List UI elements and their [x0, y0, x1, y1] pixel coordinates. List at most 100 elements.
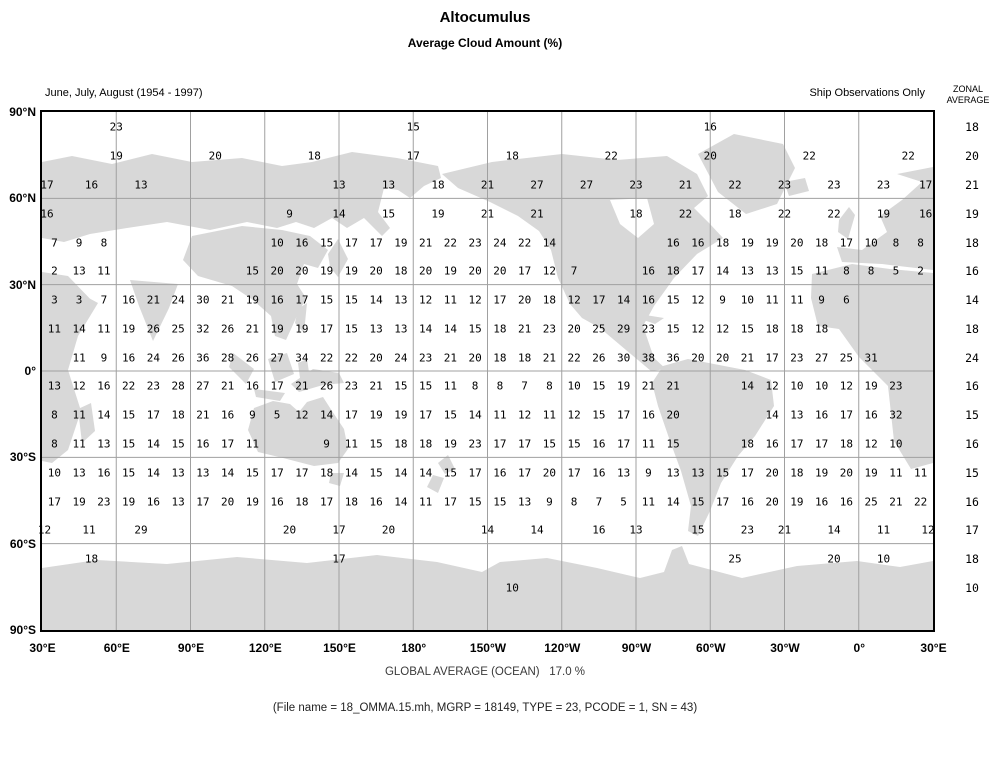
grid-value: 15 — [344, 322, 359, 336]
grid-value: 14 — [542, 236, 557, 249]
grid-value: 10 — [505, 581, 519, 595]
grid-value: 36 — [196, 351, 210, 365]
grid-value: 23 — [344, 379, 359, 393]
grid-value: 25 — [839, 351, 854, 365]
world-map-grid: 23 15 16 19 20 18 17 18 22 20 22 22 17 16 13 13 13 18 21 27… — [38, 110, 935, 632]
grid-value: 11 — [889, 466, 903, 480]
grid-value: 20 — [220, 495, 235, 508]
grid-value: 18 — [765, 322, 779, 336]
zonal-average-value: 16 — [965, 436, 979, 451]
grid-value: 21 — [369, 379, 383, 393]
grid-value: 17 — [715, 495, 730, 508]
latitude-tick-label: 90°N — [9, 105, 36, 119]
zonal-average-value: 18 — [965, 321, 979, 336]
grid-value: 20 — [468, 351, 482, 365]
season-label: June, July, August (1954 - 1997) — [45, 87, 203, 99]
grid-value: 21 — [542, 351, 557, 365]
grid-value: 13 — [134, 178, 148, 192]
grid-value: 20 — [567, 322, 581, 336]
grid-value: 17 — [319, 495, 334, 508]
grid-value: 11 — [790, 293, 804, 307]
grid-value: 13 — [171, 466, 185, 480]
grid-value: 14 — [72, 322, 86, 336]
grid-value: 20 — [715, 351, 730, 365]
grid-value: 17 — [592, 293, 606, 307]
grid-value: 14 — [616, 293, 631, 307]
grid-value: 16 — [740, 495, 755, 508]
longitude-tick-label: 90°E — [177, 641, 205, 655]
grid-value: 18 — [493, 322, 507, 336]
grid-value: 15 — [468, 495, 482, 508]
grid-value: 23 — [876, 178, 891, 192]
grid-value: 20 — [282, 523, 297, 537]
grid-value: 15 — [319, 236, 334, 249]
grid-value: 18 — [394, 264, 408, 278]
grid-value: 12 — [691, 322, 705, 336]
grid-value: 16 — [814, 408, 829, 422]
grid-value: 22 — [121, 379, 136, 393]
grid-value: 26 — [245, 351, 260, 365]
grid-value: 16 — [369, 495, 383, 508]
grid-value: 19 — [431, 207, 445, 221]
grid-value: 11 — [443, 293, 458, 307]
grid-value: 29 — [134, 523, 148, 537]
grid-value: 13 — [394, 293, 408, 307]
grid-value: 20 — [295, 264, 309, 278]
zonal-average-value: 16 — [965, 494, 979, 509]
grid-value: 15 — [542, 437, 557, 451]
grid-value: 17 — [493, 293, 507, 307]
grid-value: 34 — [295, 351, 309, 365]
grid-value: 11 — [418, 495, 433, 508]
grid-value: 3 — [75, 293, 83, 307]
grid-value: 16 — [592, 466, 606, 480]
grid-value: 14 — [97, 408, 111, 422]
longitude-tick-label: 150°E — [323, 641, 356, 655]
grid-value: 14 — [332, 207, 346, 221]
grid-value: 14 — [480, 523, 495, 537]
grid-value: 19 — [616, 379, 631, 393]
grid-value: 21 — [443, 351, 458, 365]
grid-value: 18 — [319, 466, 334, 480]
grid-value: 18 — [715, 236, 730, 249]
grid-value: 12 — [691, 293, 705, 307]
grid-value: 5 — [273, 408, 281, 422]
grid-value: 10 — [814, 379, 829, 393]
continents-and-gridlines — [42, 112, 933, 630]
grid-value: 15 — [592, 408, 606, 422]
grid-value: 7 — [51, 236, 58, 249]
grid-value: 23 — [790, 351, 804, 365]
grid-value: 22 — [901, 149, 915, 163]
longitude-tick-label: 0° — [853, 641, 866, 655]
grid-value: 15 — [790, 264, 804, 278]
grid-value: 21 — [480, 178, 495, 192]
zonal-header-line1: ZONAL — [952, 84, 983, 94]
grid-value: 11 — [876, 523, 891, 537]
grid-value: 17 — [196, 495, 210, 508]
file-info-footer: (File name = 18_OMMA.15.mh, MGRP = 18149… — [272, 702, 698, 714]
grid-value: 17 — [295, 466, 309, 480]
zonal-average-value: 21 — [965, 177, 979, 192]
grid-value: 19 — [864, 466, 878, 480]
grid-value: 14 — [319, 408, 334, 422]
grid-value: 20 — [517, 293, 532, 307]
grid-value: 8 — [843, 264, 850, 278]
grid-value: 17 — [319, 322, 334, 336]
grid-value: 19 — [319, 264, 334, 278]
grid-value: 16 — [592, 523, 606, 537]
grid-value: 8 — [892, 236, 900, 249]
grid-value: 22 — [443, 236, 458, 249]
grid-value: 12 — [517, 408, 532, 422]
grid-value: 17 — [220, 437, 235, 451]
grid-value: 22 — [827, 207, 841, 221]
zonal-average-value: 18 — [965, 120, 979, 135]
grid-value: 26 — [171, 351, 185, 365]
grid-value: 14 — [146, 437, 161, 451]
grid-value: 15 — [369, 466, 383, 480]
zonal-average-value: 15 — [965, 465, 979, 480]
grid-value: 5 — [892, 264, 900, 278]
grid-value: 17 — [332, 523, 346, 537]
grid-value: 15 — [715, 466, 730, 480]
grid-value: 15 — [691, 495, 705, 508]
grid-value: 21 — [146, 293, 161, 307]
